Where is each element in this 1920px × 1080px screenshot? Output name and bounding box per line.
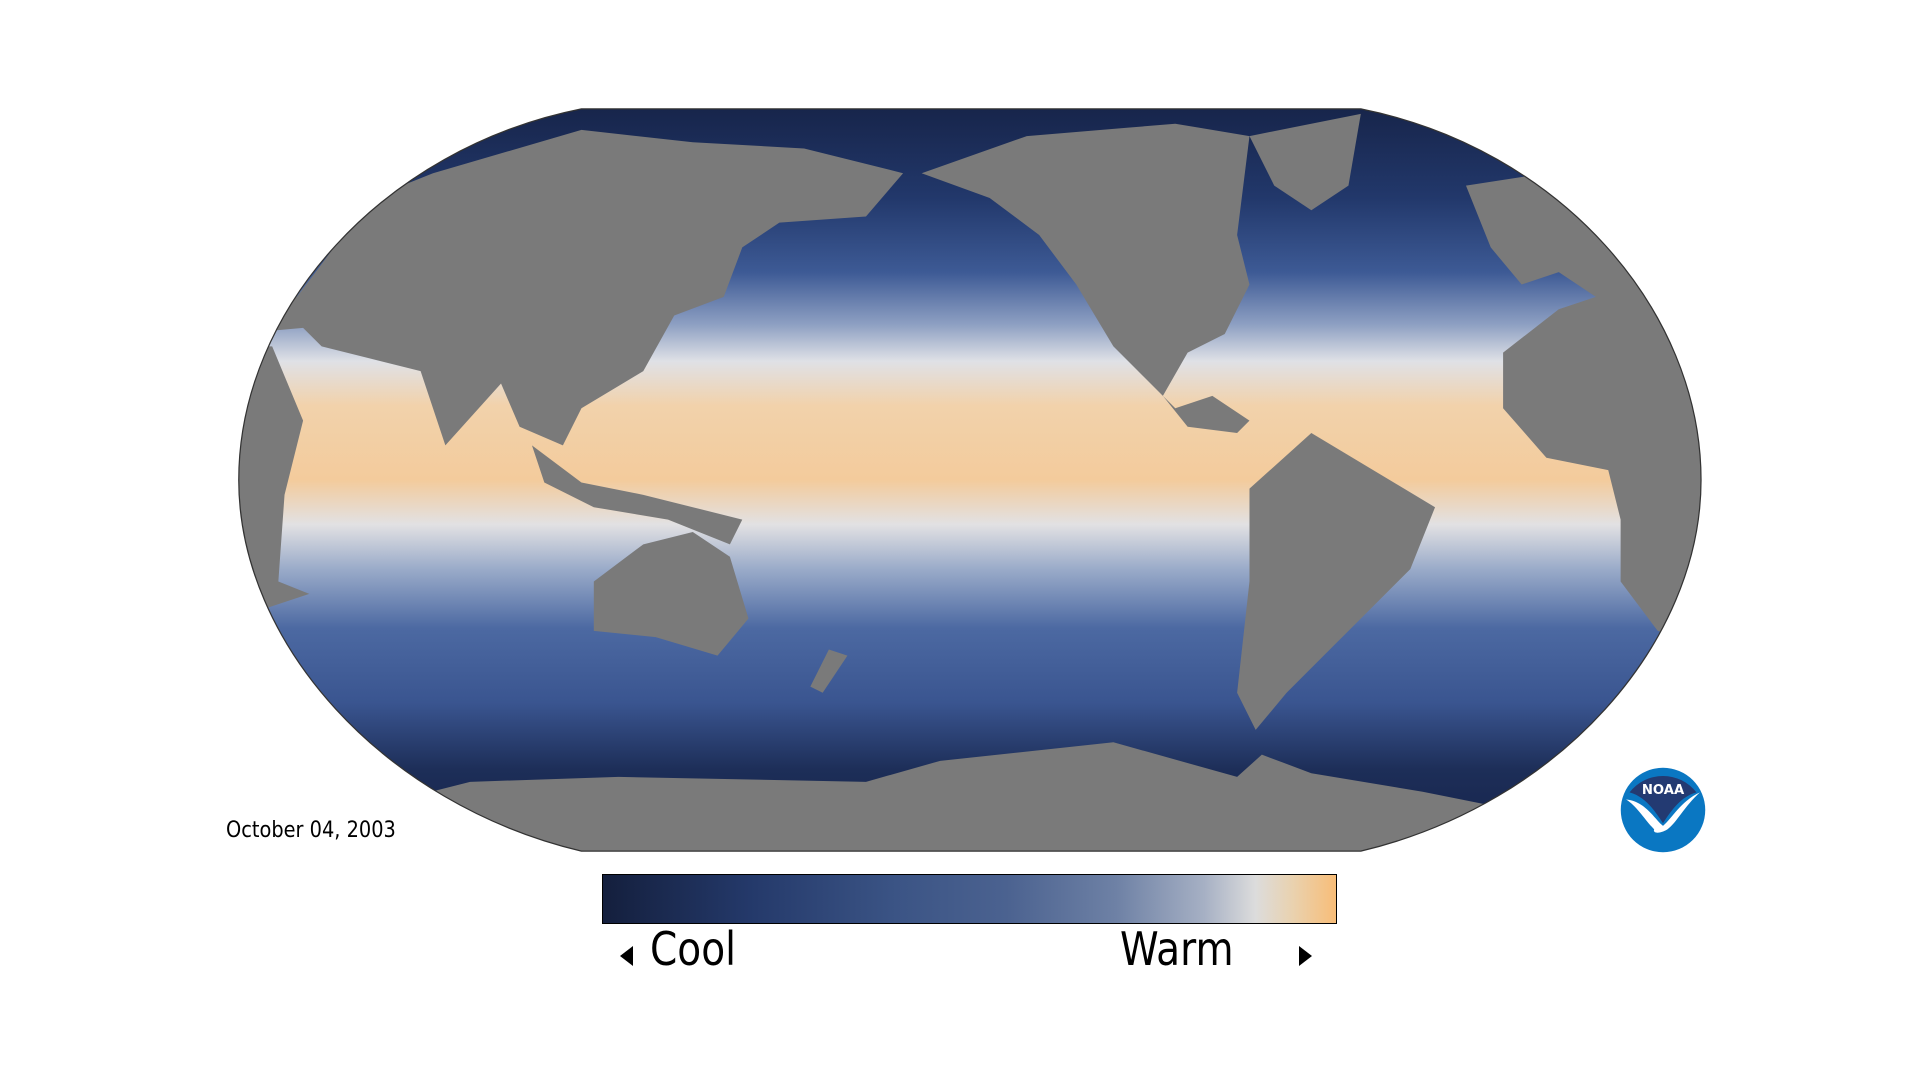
right-arrow-icon: [1299, 946, 1312, 966]
map-outline: [238, 108, 1702, 852]
indonesia: [531, 445, 743, 545]
left-arrow-icon: [620, 946, 633, 966]
svg-text:NOAA: NOAA: [1642, 783, 1685, 798]
warm-label: Warm: [1120, 922, 1234, 976]
color-scale-bar: [602, 874, 1337, 924]
noaa-logo: NOAA: [1620, 767, 1706, 853]
greenland: [1249, 113, 1361, 211]
antarctica: [238, 742, 1702, 852]
australia: [593, 531, 749, 656]
south-america: [1237, 432, 1436, 730]
eurasia: [238, 129, 904, 446]
north-america: [921, 123, 1250, 433]
africa-west: [238, 346, 310, 619]
cool-label: Cool: [650, 922, 737, 976]
new-zealand: [810, 649, 848, 693]
date-label: October 04, 2003: [226, 818, 396, 843]
